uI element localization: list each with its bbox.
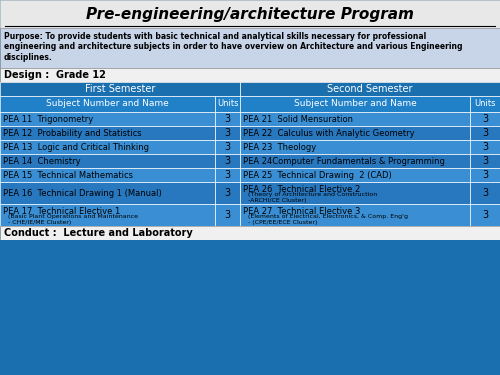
Text: PEA 17  Technical Elective 1: PEA 17 Technical Elective 1 (3, 207, 120, 216)
Bar (470, 154, 500, 168)
Bar (0, 140, 215, 154)
Bar (0, 28, 500, 68)
Bar (215, 182, 240, 204)
Text: 3: 3 (482, 156, 488, 166)
Bar (240, 96, 470, 112)
Bar (240, 82, 500, 96)
Bar (240, 140, 470, 154)
Text: (Basic Plant Operations and Maintenance
- CHE/IE/ME Cluster): (Basic Plant Operations and Maintenance … (8, 214, 138, 225)
Text: 3: 3 (224, 142, 230, 152)
Text: PEA 24Computer Fundamentals & Programming: PEA 24Computer Fundamentals & Programmin… (243, 156, 445, 165)
Text: PEA 16  Technical Drawing 1 (Manual): PEA 16 Technical Drawing 1 (Manual) (3, 189, 162, 198)
Text: 3: 3 (482, 210, 488, 220)
Text: 3: 3 (482, 128, 488, 138)
Text: PEA 26  Technical Elective 2: PEA 26 Technical Elective 2 (243, 185, 360, 194)
Text: PEA 22  Calculus with Analytic Geometry: PEA 22 Calculus with Analytic Geometry (243, 129, 414, 138)
Text: PEA 27  Technical Elective 3: PEA 27 Technical Elective 3 (243, 207, 360, 216)
Bar (215, 154, 240, 168)
Text: PEA 11  Trigonometry: PEA 11 Trigonometry (3, 114, 93, 123)
Text: Design :  Grade 12: Design : Grade 12 (4, 70, 106, 80)
Bar (0, 204, 215, 226)
Bar (470, 204, 500, 226)
Text: 3: 3 (482, 170, 488, 180)
Bar (215, 126, 240, 140)
Bar (0, 0, 500, 28)
Bar (470, 168, 500, 182)
Text: 3: 3 (224, 128, 230, 138)
Text: Subject Number and Name: Subject Number and Name (46, 99, 169, 108)
Text: PEA 15  Technical Mathematics: PEA 15 Technical Mathematics (3, 171, 133, 180)
Text: Units: Units (474, 99, 496, 108)
Text: Purpose: To provide students with basic technical and analytical skills necessar: Purpose: To provide students with basic … (4, 32, 462, 62)
Bar (0, 96, 215, 112)
Text: 3: 3 (224, 170, 230, 180)
Text: PEA 13  Logic and Critical Thinking: PEA 13 Logic and Critical Thinking (3, 142, 149, 152)
Bar (215, 168, 240, 182)
Text: Second Semester: Second Semester (327, 84, 413, 94)
Text: 3: 3 (224, 188, 230, 198)
Text: PEA 21  Solid Mensuration: PEA 21 Solid Mensuration (243, 114, 353, 123)
Text: First Semester: First Semester (85, 84, 155, 94)
Text: (Elements of Electrical, Electronics, & Comp. Eng'g
- (CPE/EE/ECE Cluster): (Elements of Electrical, Electronics, & … (248, 214, 408, 225)
Bar (0, 154, 215, 168)
Text: PEA 25  Technical Drawing  2 (CAD): PEA 25 Technical Drawing 2 (CAD) (243, 171, 392, 180)
Bar (215, 140, 240, 154)
Bar (0, 68, 500, 82)
Text: 3: 3 (482, 114, 488, 124)
Text: Conduct :  Lecture and Laboratory: Conduct : Lecture and Laboratory (4, 228, 193, 238)
Bar (470, 126, 500, 140)
Bar (0, 182, 215, 204)
Bar (240, 168, 470, 182)
Text: 3: 3 (224, 156, 230, 166)
Bar (470, 182, 500, 204)
Bar (215, 96, 240, 112)
Bar (0, 82, 240, 96)
Text: 3: 3 (482, 142, 488, 152)
Bar (470, 96, 500, 112)
Bar (0, 112, 215, 126)
Text: PEA 14  Chemistry: PEA 14 Chemistry (3, 156, 80, 165)
Bar (240, 204, 470, 226)
Bar (215, 112, 240, 126)
Text: (Theory of Architecture and Construction
-ARCHI/CE Cluster): (Theory of Architecture and Construction… (248, 192, 378, 203)
Bar (470, 112, 500, 126)
Bar (470, 140, 500, 154)
Text: Subject Number and Name: Subject Number and Name (294, 99, 416, 108)
Text: PEA 12  Probability and Statistics: PEA 12 Probability and Statistics (3, 129, 141, 138)
Bar (0, 240, 500, 375)
Bar (0, 226, 500, 240)
Bar (0, 168, 215, 182)
Bar (215, 204, 240, 226)
Text: Pre-engineering/architecture Program: Pre-engineering/architecture Program (86, 6, 414, 21)
Text: 3: 3 (482, 188, 488, 198)
Text: Units: Units (217, 99, 238, 108)
Bar (0, 126, 215, 140)
Bar (240, 126, 470, 140)
Bar (240, 112, 470, 126)
Text: 3: 3 (224, 114, 230, 124)
Bar (240, 182, 470, 204)
Text: 3: 3 (224, 210, 230, 220)
Text: PEA 23  Theology: PEA 23 Theology (243, 142, 316, 152)
Bar (240, 154, 470, 168)
